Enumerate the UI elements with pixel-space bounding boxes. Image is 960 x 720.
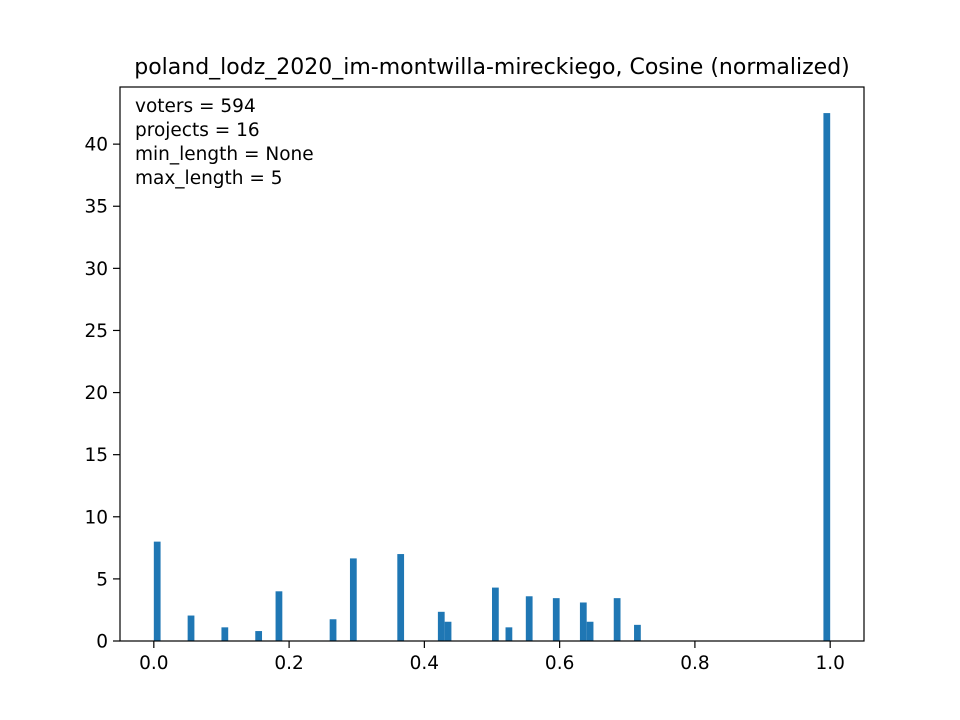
histogram-bar [329,619,337,641]
histogram-bar [552,598,560,641]
histogram-bar [397,554,405,641]
plot-area-frame [119,86,865,642]
x-tick-label: 0.4 [410,653,439,674]
histogram-bar [525,596,533,641]
chart-title: poland_lodz_2020_im-montwilla-mireckiego… [134,55,850,80]
annotation-voters: voters = 594 [135,96,256,117]
histogram-bar [187,615,195,641]
stats-annotation: voters = 594 projects = 16 min_length = … [135,96,314,189]
histogram-bar [437,611,445,641]
x-tick-label: 1.0 [815,653,844,674]
y-tick-label: 10 [84,507,108,528]
y-tick-label: 30 [84,259,108,280]
histogram-bar [221,627,229,641]
bars-layer [153,113,831,642]
y-tick-label: 15 [84,445,108,466]
y-tick-label: 35 [84,197,108,218]
annotation-max-length: max_length = 5 [135,168,283,189]
y-tick-label: 20 [84,383,108,404]
histogram-bar [823,113,831,642]
histogram-bar [444,621,452,641]
x-tick-label: 0.0 [139,653,168,674]
histogram-bar [634,624,641,641]
annotation-min-length: min_length = None [135,144,314,165]
x-tick-label: 0.8 [680,653,709,674]
y-tick-label: 0 [96,632,108,653]
x-tick-label: 0.6 [545,653,574,674]
histogram-bar [255,631,263,641]
histogram-bar [579,602,587,641]
x-axis: 0.0 0.2 0.4 0.6 0.8 1.0 [139,641,845,674]
histogram-bar [505,627,513,641]
histogram-bar [349,558,357,641]
histogram-bar [492,587,499,641]
y-tick-label: 40 [84,135,108,156]
histogram-bar [275,591,283,641]
y-tick-label: 25 [84,321,108,342]
annotation-projects: projects = 16 [135,120,260,141]
x-tick-label: 0.2 [274,653,303,674]
histogram-bar [153,541,161,641]
histogram-bar [613,598,621,641]
y-tick-label: 5 [96,569,108,590]
histogram-bar [586,621,594,641]
y-axis: 0 5 10 15 20 25 30 35 40 [84,135,120,653]
